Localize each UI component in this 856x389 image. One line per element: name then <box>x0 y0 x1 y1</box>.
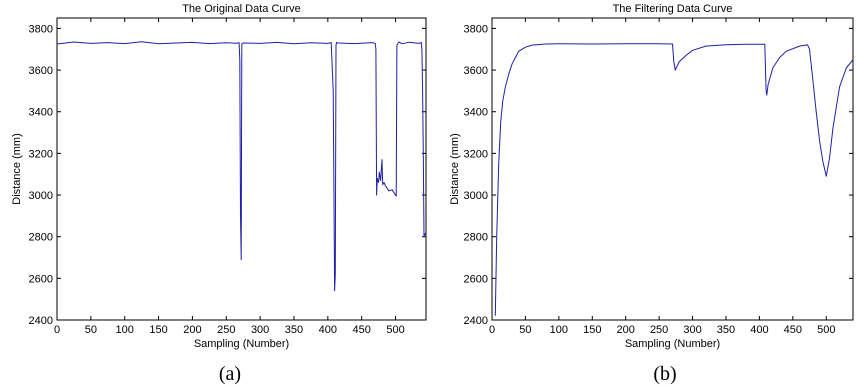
y-tick-label: 3400 <box>29 107 53 119</box>
x-tick-label: 50 <box>519 324 531 336</box>
x-tick-label: 250 <box>650 324 668 336</box>
x-tick-label: 250 <box>217 324 235 336</box>
y-tick-label: 3200 <box>464 148 488 160</box>
x-axis-label: Sampling (Number) <box>625 338 720 350</box>
x-tick-label: 100 <box>116 324 134 336</box>
x-tick-label: 200 <box>183 324 201 336</box>
y-axis-label: Distance (mm) <box>11 133 23 205</box>
x-tick-label: 350 <box>717 324 735 336</box>
series-line <box>494 43 854 316</box>
x-tick-label: 400 <box>319 324 337 336</box>
y-tick-label: 3200 <box>29 148 53 160</box>
x-ticks: 0 50 100 150 200 250 300 350 400 450 500 <box>489 18 835 336</box>
x-tick-label: 500 <box>386 324 404 336</box>
y-tick-label: 3400 <box>464 107 488 119</box>
y-tick-label: 3600 <box>29 65 53 77</box>
panel-caption: (a) <box>219 363 241 385</box>
x-tick-label: 150 <box>583 324 601 336</box>
series-lines <box>56 41 427 292</box>
x-tick-label: 450 <box>784 324 802 336</box>
x-tick-label: 100 <box>550 324 568 336</box>
chart-title: The Original Data Curve <box>182 3 301 15</box>
x-tick-label: 50 <box>85 324 97 336</box>
y-tick-label: 3800 <box>464 23 488 35</box>
chart-title: The Filtering Data Curve <box>613 3 733 15</box>
x-tick-label: 350 <box>285 324 303 336</box>
y-tick-label: 3000 <box>464 190 488 202</box>
y-tick-label: 2600 <box>29 273 53 285</box>
series-lines <box>494 43 854 316</box>
y-tick-label: 2400 <box>464 315 488 327</box>
x-ticks: 0 50 100 150 200 250 300 350 400 450 500 <box>54 18 405 336</box>
y-tick-label: 2800 <box>464 232 488 244</box>
y-tick-label: 2600 <box>464 273 488 285</box>
x-tick-label: 500 <box>817 324 835 336</box>
y-tick-label: 3600 <box>464 65 488 77</box>
y-tick-label: 2800 <box>29 232 53 244</box>
x-tick-label: 0 <box>54 324 60 336</box>
y-tick-label: 3800 <box>29 23 53 35</box>
x-axis-label: Sampling (Number) <box>194 338 289 350</box>
x-tick-label: 0 <box>489 324 495 336</box>
plot-area <box>491 17 854 321</box>
x-tick-label: 150 <box>149 324 167 336</box>
x-tick-label: 300 <box>683 324 701 336</box>
x-tick-label: 400 <box>750 324 768 336</box>
panel-filtering-data: The Filtering Data Curve Sampling (Numbe… <box>449 3 854 385</box>
x-tick-label: 300 <box>251 324 269 336</box>
panel-caption: (b) <box>653 363 676 385</box>
y-ticks: 2400 2600 2800 3000 3200 3400 3600 3800 <box>29 23 426 327</box>
x-tick-label: 450 <box>352 324 370 336</box>
y-tick-label: 2400 <box>29 315 53 327</box>
series-line <box>56 41 427 292</box>
x-tick-label: 200 <box>617 324 635 336</box>
y-ticks: 2400 2600 2800 3000 3200 3400 3600 3800 <box>464 23 853 327</box>
panel-original-data: The Original Data Curve Sampling (Number… <box>11 3 427 385</box>
y-tick-label: 3000 <box>29 190 53 202</box>
y-axis-label: Distance (mm) <box>449 133 461 205</box>
